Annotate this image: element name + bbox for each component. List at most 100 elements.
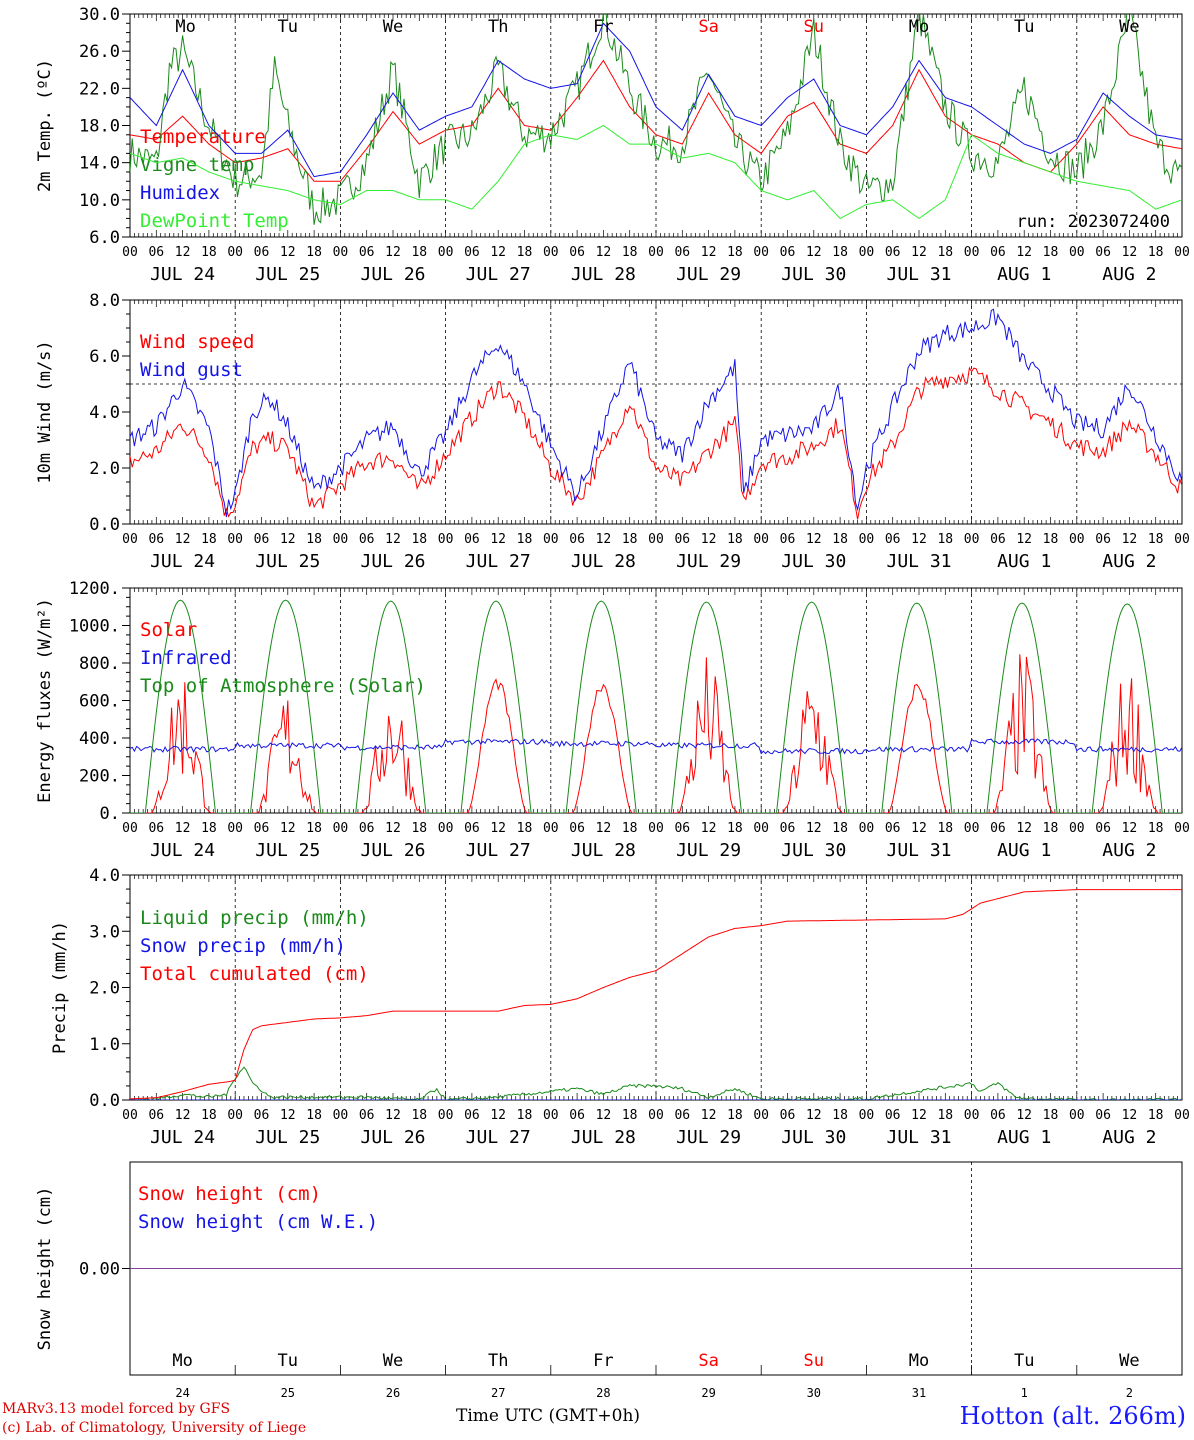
y-tick-label: 6.0 <box>89 228 120 248</box>
date-label: JUL 26 <box>360 1127 425 1148</box>
weekday-label: We <box>383 1351 403 1371</box>
hour-tick-label: 06 <box>674 1108 690 1123</box>
hour-tick-label: 00 <box>438 821 454 836</box>
weekday-label: Su <box>804 1351 824 1371</box>
date-label: JUL 29 <box>676 840 741 861</box>
hour-tick-label: 18 <box>411 532 427 547</box>
date-label: JUL 28 <box>571 840 636 861</box>
model-credit: MARv3.13 model forced by GFS (c) Lab. of… <box>2 1400 306 1438</box>
weekday-label: Tu <box>1014 1351 1034 1371</box>
hour-tick-label: 18 <box>306 245 322 260</box>
hour-tick-label: 18 <box>411 1108 427 1123</box>
hour-tick-label: 00 <box>122 1108 138 1123</box>
weekday-label: We <box>1119 17 1139 37</box>
hour-tick-label: 00 <box>1069 1108 1085 1123</box>
legend-entry: Top of Atmosphere (Solar) <box>140 675 426 697</box>
hour-tick-label: 00 <box>964 821 980 836</box>
date-label: JUL 29 <box>676 264 741 285</box>
date-label: JUL 31 <box>886 840 951 861</box>
hour-tick-label: 00 <box>648 245 664 260</box>
weekday-label: Mo <box>909 17 929 37</box>
date-label: JUL 28 <box>571 551 636 572</box>
hour-tick-label: 00 <box>648 532 664 547</box>
date-label: JUL 25 <box>255 551 320 572</box>
hour-tick-label: 06 <box>148 245 164 260</box>
hour-tick-label: 06 <box>569 245 585 260</box>
series-line <box>130 308 1182 518</box>
hour-tick-label: 18 <box>201 245 217 260</box>
hour-tick-label: 18 <box>937 532 953 547</box>
y-tick-label: 30.0 <box>79 5 120 25</box>
date-label: JUL 24 <box>150 1127 215 1148</box>
hour-tick-label: 12 <box>911 1108 927 1123</box>
y-tick-label: 4.0 <box>89 866 120 886</box>
hour-tick-label: 18 <box>832 821 848 836</box>
date-label: JUL 24 <box>150 840 215 861</box>
hour-tick-label: 18 <box>832 532 848 547</box>
hour-tick-label: 06 <box>359 821 375 836</box>
legend-entry: Wind gust <box>140 359 243 381</box>
hour-tick-label: 18 <box>411 245 427 260</box>
hour-tick-label: 18 <box>1148 821 1164 836</box>
hour-tick-label: 06 <box>359 532 375 547</box>
hour-tick-label: 18 <box>937 1108 953 1123</box>
day-number-label: 26 <box>386 1386 400 1400</box>
weekday-label: Mo <box>172 1351 192 1371</box>
hour-tick-label: 06 <box>990 532 1006 547</box>
date-label: JUL 30 <box>781 1127 846 1148</box>
y-tick-label: 0.00 <box>79 1260 120 1280</box>
day-number-label: 25 <box>281 1386 295 1400</box>
y-tick-label: 1200. <box>69 579 120 599</box>
date-label: JUL 30 <box>781 264 846 285</box>
hour-tick-label: 06 <box>674 245 690 260</box>
hour-tick-label: 06 <box>780 532 796 547</box>
hour-tick-label: 18 <box>517 245 533 260</box>
day-number-label: 31 <box>912 1386 926 1400</box>
hour-tick-label: 00 <box>227 1108 243 1123</box>
hour-tick-label: 00 <box>964 1108 980 1123</box>
hour-tick-label: 00 <box>1069 245 1085 260</box>
time-axis-label: Time UTC (GMT+0h) <box>456 1406 641 1426</box>
hour-tick-label: 12 <box>175 532 191 547</box>
date-label: JUL 28 <box>571 264 636 285</box>
hour-tick-label: 18 <box>517 821 533 836</box>
date-label: JUL 30 <box>781 551 846 572</box>
date-label: AUG 1 <box>997 840 1051 861</box>
hour-tick-label: 00 <box>333 821 349 836</box>
hour-tick-label: 00 <box>122 245 138 260</box>
day-number-label: 27 <box>491 1386 505 1400</box>
hour-tick-label: 00 <box>1174 821 1190 836</box>
hour-tick-label: 12 <box>806 1108 822 1123</box>
date-label: AUG 2 <box>1102 1127 1156 1148</box>
hour-tick-label: 18 <box>1148 1108 1164 1123</box>
hour-tick-label: 00 <box>1069 532 1085 547</box>
y-tick-label: 4.0 <box>89 403 120 423</box>
hour-tick-label: 06 <box>464 245 480 260</box>
y-tick-label: 600. <box>79 692 120 712</box>
hour-tick-label: 12 <box>490 821 506 836</box>
panel-frame <box>129 13 1183 238</box>
hour-tick-label: 18 <box>727 532 743 547</box>
hour-tick-label: 00 <box>227 532 243 547</box>
hour-tick-label: 00 <box>438 532 454 547</box>
hour-tick-label: 18 <box>1043 1108 1059 1123</box>
date-label: JUL 31 <box>886 1127 951 1148</box>
hour-tick-label: 18 <box>937 821 953 836</box>
series-line <box>130 889 1182 1100</box>
hour-tick-label: 06 <box>1095 245 1111 260</box>
hour-tick-label: 12 <box>1016 245 1032 260</box>
legend-entry: Infrared <box>140 647 232 669</box>
model-line: MARv3.13 model forced by GFS <box>2 1401 231 1417</box>
hour-tick-label: 00 <box>1174 1108 1190 1123</box>
hour-tick-label: 12 <box>280 532 296 547</box>
date-label: JUL 27 <box>466 840 531 861</box>
weekday-label: Tu <box>278 17 298 37</box>
hour-tick-label: 12 <box>1122 821 1138 836</box>
hour-tick-label: 00 <box>122 821 138 836</box>
y-tick-label: 8.0 <box>89 291 120 311</box>
legend-entry: DewPoint Temp <box>140 210 289 232</box>
hour-tick-label: 06 <box>990 821 1006 836</box>
hour-tick-label: 18 <box>622 532 638 547</box>
hour-tick-label: 00 <box>333 532 349 547</box>
hour-tick-label: 18 <box>832 245 848 260</box>
